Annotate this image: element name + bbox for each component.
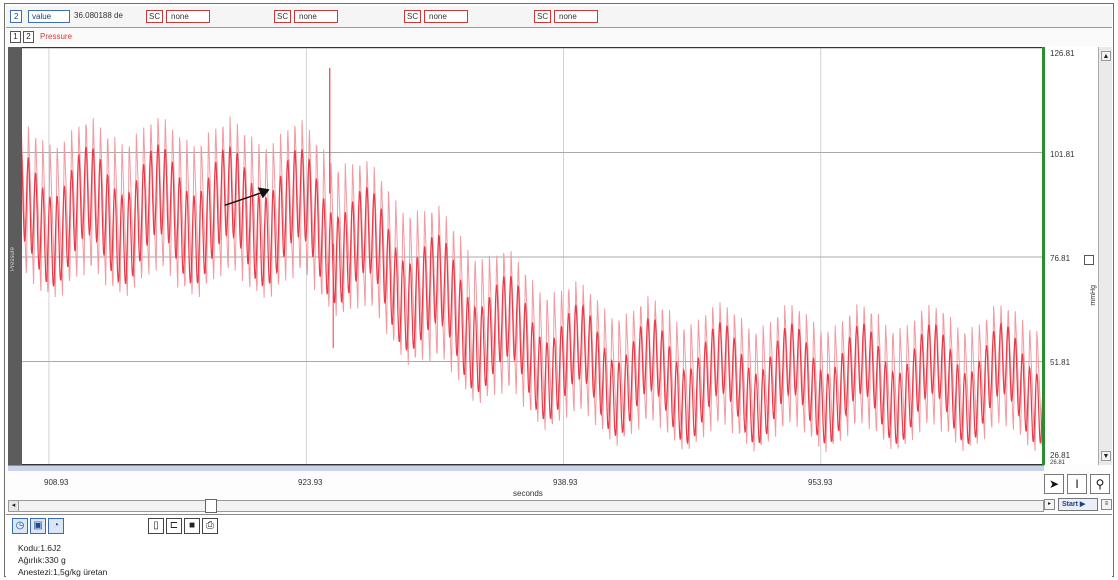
channel-row: 1 2 Pressure — [6, 28, 1112, 46]
value-mode-button[interactable]: value — [28, 10, 70, 23]
pointer-icon[interactable]: ➤ — [1044, 474, 1064, 494]
sc-button-2[interactable]: SC — [274, 10, 292, 23]
y-tick: 101.81 — [1050, 150, 1075, 159]
x-tick: 908.93 — [44, 478, 69, 487]
value-readout: 36.080188 de — [74, 11, 123, 20]
y-tick: 76.81 — [1050, 254, 1071, 263]
vertical-scrollbar[interactable]: ▲ ▼ — [1098, 47, 1112, 465]
y-axis-unit: mmHg — [1090, 285, 1097, 306]
x-tick: 923.93 — [298, 478, 323, 487]
pressure-trace — [9, 144, 1043, 445]
sc-button-4[interactable]: SC — [534, 10, 552, 23]
scroll-down-icon[interactable]: ▼ — [1101, 451, 1111, 461]
scroll-up-icon[interactable]: ▲ — [1101, 51, 1111, 61]
channel-tab-2[interactable]: 2 — [23, 31, 34, 43]
y-tick-overflow: 26.81 — [1050, 460, 1066, 466]
y-tick: 126.81 — [1050, 49, 1075, 58]
sc-button-1[interactable]: SC — [146, 10, 164, 23]
history-icon[interactable]: ◔ — [48, 518, 64, 534]
scroll-left-icon[interactable]: ◂ — [9, 501, 19, 511]
annotation-arrow-shaft — [224, 190, 266, 207]
pressure-trace-svg — [9, 48, 1043, 464]
slot-1-select[interactable]: none — [166, 10, 210, 23]
channel-number-box[interactable]: 2 — [10, 10, 23, 23]
x-tick: 953.93 — [808, 478, 833, 487]
note-line-weight: Ağırlık:330 g — [18, 555, 66, 565]
clock-icon[interactable]: ◷ — [12, 518, 28, 534]
y-tick: 26.81 — [1050, 451, 1071, 460]
left-channel-strip: Pressure — [8, 47, 22, 465]
save-icon[interactable]: ■ — [184, 518, 200, 534]
channel-tab-1[interactable]: 1 — [10, 31, 21, 43]
view-icon[interactable]: ▣ — [30, 518, 46, 534]
left-strip-label: Pressure — [10, 247, 16, 272]
tool-palette: ➤ I ⚲ — [1044, 474, 1112, 496]
note-line-anesthesia: Anestezi:1,5g/kg üretan — [18, 567, 108, 577]
note-line-code: Kodu:1.6J2 — [18, 543, 62, 553]
slot-3-select[interactable]: none — [424, 10, 468, 23]
notes-panel: ◷ ▣ ◔ ▯ ⊏ ■ ⎙ Kodu:1.6J2 Ağırlık:330 g A… — [6, 514, 1112, 577]
new-document-icon[interactable]: ▯ — [148, 518, 164, 534]
time-strip — [8, 465, 1044, 471]
x-axis: 908.93 923.93 938.93 953.93 seconds — [8, 472, 1044, 500]
open-folder-icon[interactable]: ⊏ — [166, 518, 182, 534]
start-label: Start — [1062, 501, 1078, 508]
text-cursor-icon[interactable]: I — [1067, 474, 1087, 494]
slot-4-select[interactable]: none — [554, 10, 598, 23]
start-button[interactable]: Start ▶ — [1058, 498, 1098, 511]
top-toolbar: 2 value 36.080188 de SC none SC none SC … — [6, 6, 1112, 28]
horizontal-scrollbar[interactable]: ◂ — [8, 499, 1044, 513]
scroll-thumb[interactable] — [205, 499, 217, 513]
start-row: ▸ Start ▶ ≡ — [1044, 498, 1112, 512]
y-axis-toggle[interactable] — [1084, 255, 1094, 265]
slot-2-select[interactable]: none — [294, 10, 338, 23]
sc-button-3[interactable]: SC — [404, 10, 422, 23]
play-small-icon[interactable]: ▸ — [1044, 499, 1055, 510]
annotation-arrow-head — [257, 187, 270, 199]
channel-title: Pressure — [40, 32, 73, 41]
options-icon[interactable]: ≡ — [1101, 499, 1112, 510]
print-icon[interactable]: ⎙ — [202, 518, 218, 534]
pressure-plot[interactable] — [8, 47, 1044, 465]
pressure-trace-light — [9, 116, 1043, 453]
magnifier-icon[interactable]: ⚲ — [1090, 474, 1110, 494]
x-axis-label: seconds — [513, 489, 543, 498]
marker-bar — [1042, 47, 1045, 465]
y-tick: 51.81 — [1050, 358, 1071, 367]
x-tick: 938.93 — [553, 478, 578, 487]
